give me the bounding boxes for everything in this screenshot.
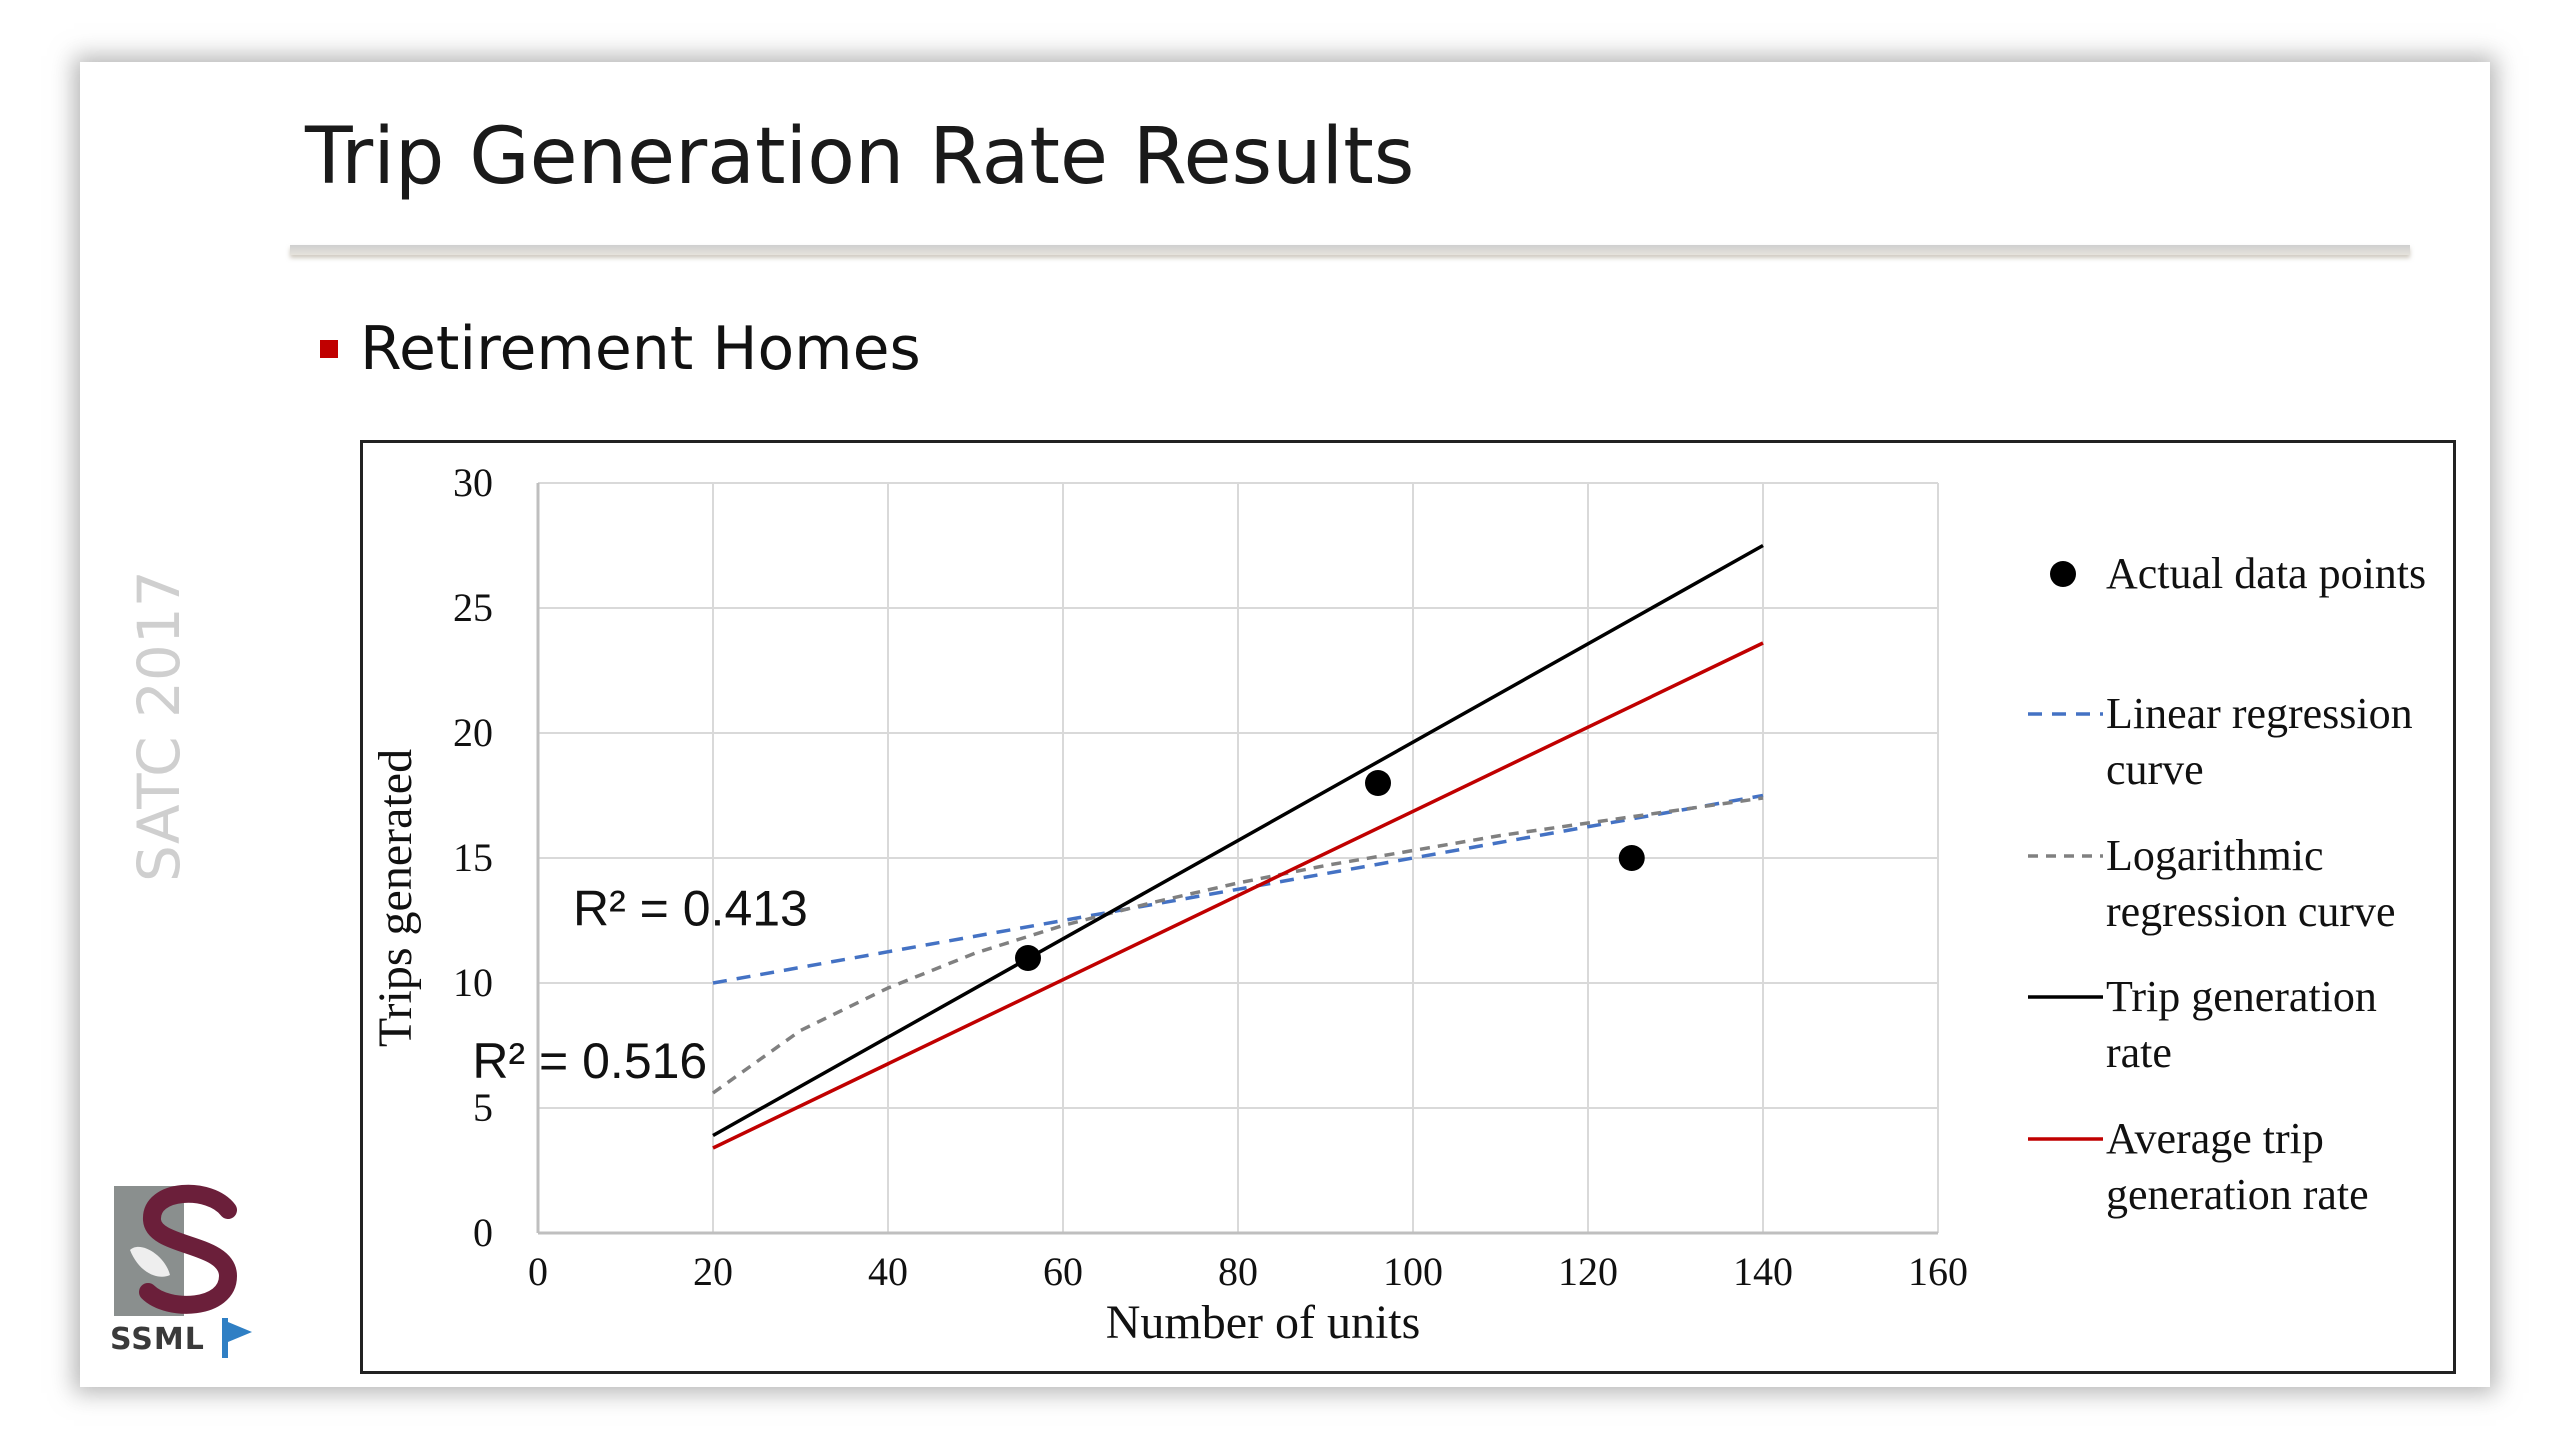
x-tick-label: 160 [1908, 1249, 1968, 1294]
data-point [1365, 770, 1391, 796]
x-tick-label: 60 [1043, 1249, 1083, 1294]
x-tick-label: 80 [1218, 1249, 1258, 1294]
x-tick-label: 0 [528, 1249, 548, 1294]
legend-label: Linear regression [2106, 689, 2413, 738]
x-tick-label: 100 [1383, 1249, 1443, 1294]
y-tick-label: 20 [453, 710, 493, 755]
legend-label: Trip generation [2106, 972, 2377, 1021]
title-divider [290, 245, 2410, 255]
legend-label: regression curve [2106, 887, 2396, 936]
y-tick-label: 5 [473, 1085, 493, 1130]
linear-regression-line [712, 793, 1764, 985]
trip-generation-rate-line [712, 543, 1764, 1138]
side-watermark-text: SATC 2017 [125, 570, 193, 882]
y-axis-title: Trips generated [369, 749, 422, 1047]
x-tick-label: 20 [693, 1249, 733, 1294]
chart-frame: 0 20 40 60 80 100 120 140 160 0 5 10 15 20 25 30 Number … [360, 440, 2456, 1374]
y-tick-label: 25 [453, 585, 493, 630]
chart: 0 20 40 60 80 100 120 140 160 0 5 10 15 20 25 30 Number … [369, 460, 2426, 1349]
bullet-retirement-homes: Retirement Homes [360, 314, 921, 384]
legend-label: Logarithmic [2106, 831, 2324, 880]
data-point [1618, 845, 1645, 871]
legend-label: Average trip [2106, 1114, 2324, 1163]
legend-label: curve [2106, 745, 2204, 794]
legend-marker-actual-data-points [2050, 561, 2076, 587]
r-squared-annotation: R² = 0.413 [573, 881, 808, 937]
x-tick-label: 140 [1733, 1249, 1793, 1294]
y-tick-label: 10 [453, 960, 493, 1005]
logarithmic-regression-curve [711, 796, 1764, 1095]
bullet-square-icon [320, 340, 338, 358]
x-tick-label: 40 [868, 1249, 908, 1294]
slide: Trip Generation Rate Results Retirement … [80, 62, 2490, 1387]
x-axis-title: Number of units [1106, 1296, 1421, 1349]
y-tick-label: 15 [453, 835, 493, 880]
legend-label: rate [2106, 1028, 2172, 1077]
r-squared-annotation: R² = 0.516 [472, 1033, 707, 1089]
data-point [1015, 945, 1041, 971]
y-tick-label: 30 [453, 460, 493, 505]
average-trip-generation-rate-line [712, 641, 1764, 1150]
ssml-s-logo-icon [114, 1184, 238, 1316]
slide-title: Trip Generation Rate Results [305, 112, 1415, 202]
ssml-logo: SSML [110, 1180, 260, 1360]
legend-label: generation rate [2106, 1170, 2369, 1219]
legend-label: Actual data points [2106, 549, 2426, 598]
y-tick-label: 0 [473, 1210, 493, 1255]
logo-flag-icon [222, 1318, 252, 1358]
logo-text: SSML [110, 1322, 205, 1357]
x-tick-label: 120 [1558, 1249, 1618, 1294]
